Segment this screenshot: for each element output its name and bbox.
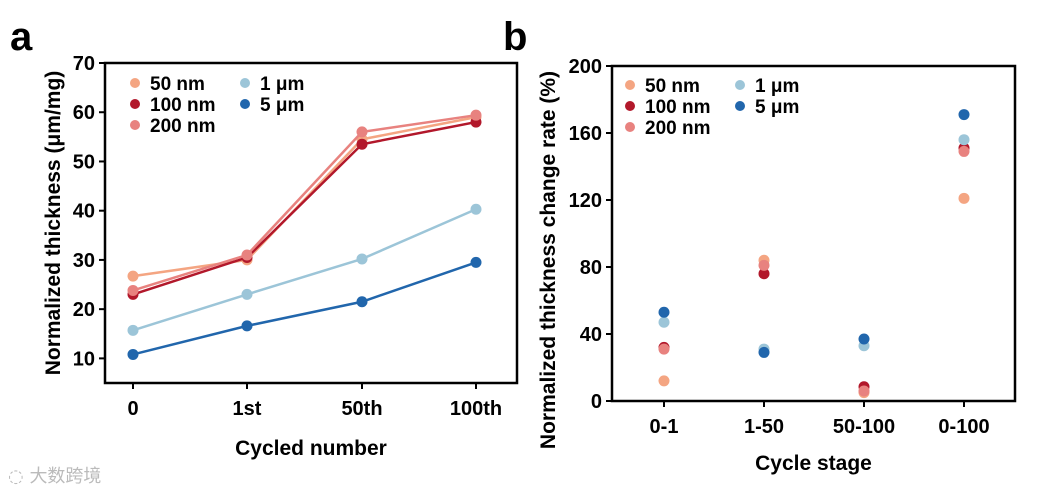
data-point [356,138,368,150]
series-5μm: 5 μm [127,95,482,360]
legend-label: 200 nm [150,116,215,137]
data-point [758,259,770,271]
series-line [132,120,477,296]
y-tick-label: 50 [73,151,95,173]
legend-label: 100 nm [150,95,215,116]
data-point [658,343,670,355]
x-tick-label: 0-1 [650,416,679,438]
data-point [470,109,482,121]
x-axis-label: Cycle stage [755,452,872,475]
plot-frame [103,61,519,385]
y-tick-label: 70 [73,53,95,75]
y-tick-label: 40 [73,201,95,223]
y-tick-label: 120 [569,190,602,212]
x-tick-label: 50th [341,398,382,420]
data-point [658,375,670,387]
panel-b: b 0 40 80 120 160 200 0-1 1-50 50-100 0-100 Cycle s… [503,15,1017,475]
y-tick-label: 80 [580,257,602,279]
legend-marker [625,101,635,111]
data-point [470,203,482,215]
panel-label: b [503,15,527,59]
legend-marker [735,101,745,111]
y-tick-label: 160 [569,123,602,145]
y-tick-label: 40 [580,324,602,346]
data-point [758,268,770,280]
legend-marker [130,120,140,130]
data-point [241,249,253,261]
x-tick-label: 0-100 [938,416,989,438]
legend-label: 200 nm [645,118,710,139]
legend-label: 5 μm [755,97,799,118]
data-point [958,192,970,204]
y-tick-label: 10 [73,348,95,370]
data-point [758,346,770,358]
legend-label: 50 nm [645,76,700,97]
series-line [132,261,477,356]
series-200nm: 200 nm [625,118,970,397]
data-point [127,324,139,336]
x-tick-label: 50-100 [833,416,895,438]
y-tick-label: 30 [73,250,95,272]
data-point [958,134,970,146]
legend-label: 1 μm [260,74,304,95]
data-point [356,296,368,308]
y-axis-label: Normalized thickness change rate (%) [537,71,560,449]
series-line [132,208,477,332]
y-tick-label: 20 [73,299,95,321]
legend-marker [735,80,745,90]
data-point [127,348,139,360]
series-line [132,113,477,292]
data-point [958,145,970,157]
data-point [356,253,368,265]
data-point [858,333,870,345]
data-point [127,270,139,282]
x-tick-label: 1st [233,398,262,420]
y-tick-label: 60 [73,102,95,124]
data-point [658,316,670,328]
data-point [470,256,482,268]
plot-frame [610,64,1017,403]
legend-marker [130,99,140,109]
series-100nm: 100 nm [625,97,970,393]
legend-label: 1 μm [755,76,799,97]
panel-a: a 10 20 30 40 50 60 70 0 1st 50th 100th Cycled numbe… [10,15,519,460]
y-tick-label: 0 [591,391,602,413]
legend-marker [625,80,635,90]
x-tick-label: 100th [450,398,502,420]
legend-marker [130,78,140,88]
y-axis-label: Normalized thickness (μm/mg) [42,71,65,376]
x-axis-label: Cycled number [235,437,387,460]
data-point [127,284,139,296]
series-200nm: 200 nm [127,109,482,296]
x-tick-label: 0 [127,398,138,420]
data-point [241,320,253,332]
legend-marker [240,78,250,88]
watermark-logo: ◌ 大数跨境 [8,466,102,487]
legend-label: 100 nm [645,97,710,118]
data-point [356,126,368,138]
series-5μm: 5 μm [658,97,970,358]
series-1μm: 1 μm [127,74,482,336]
legend-label: 50 nm [150,74,205,95]
legend-marker [240,99,250,109]
series-line [132,115,477,278]
x-tick-label: 1-50 [744,416,784,438]
data-point [241,288,253,300]
legend-marker [625,122,635,132]
data-point [958,109,970,121]
legend-label: 5 μm [260,95,304,116]
watermark-text: 大数跨境 [29,466,102,487]
data-point [658,306,670,318]
panel-label: a [10,15,33,59]
y-tick-label: 200 [569,56,602,78]
data-point [858,385,870,397]
